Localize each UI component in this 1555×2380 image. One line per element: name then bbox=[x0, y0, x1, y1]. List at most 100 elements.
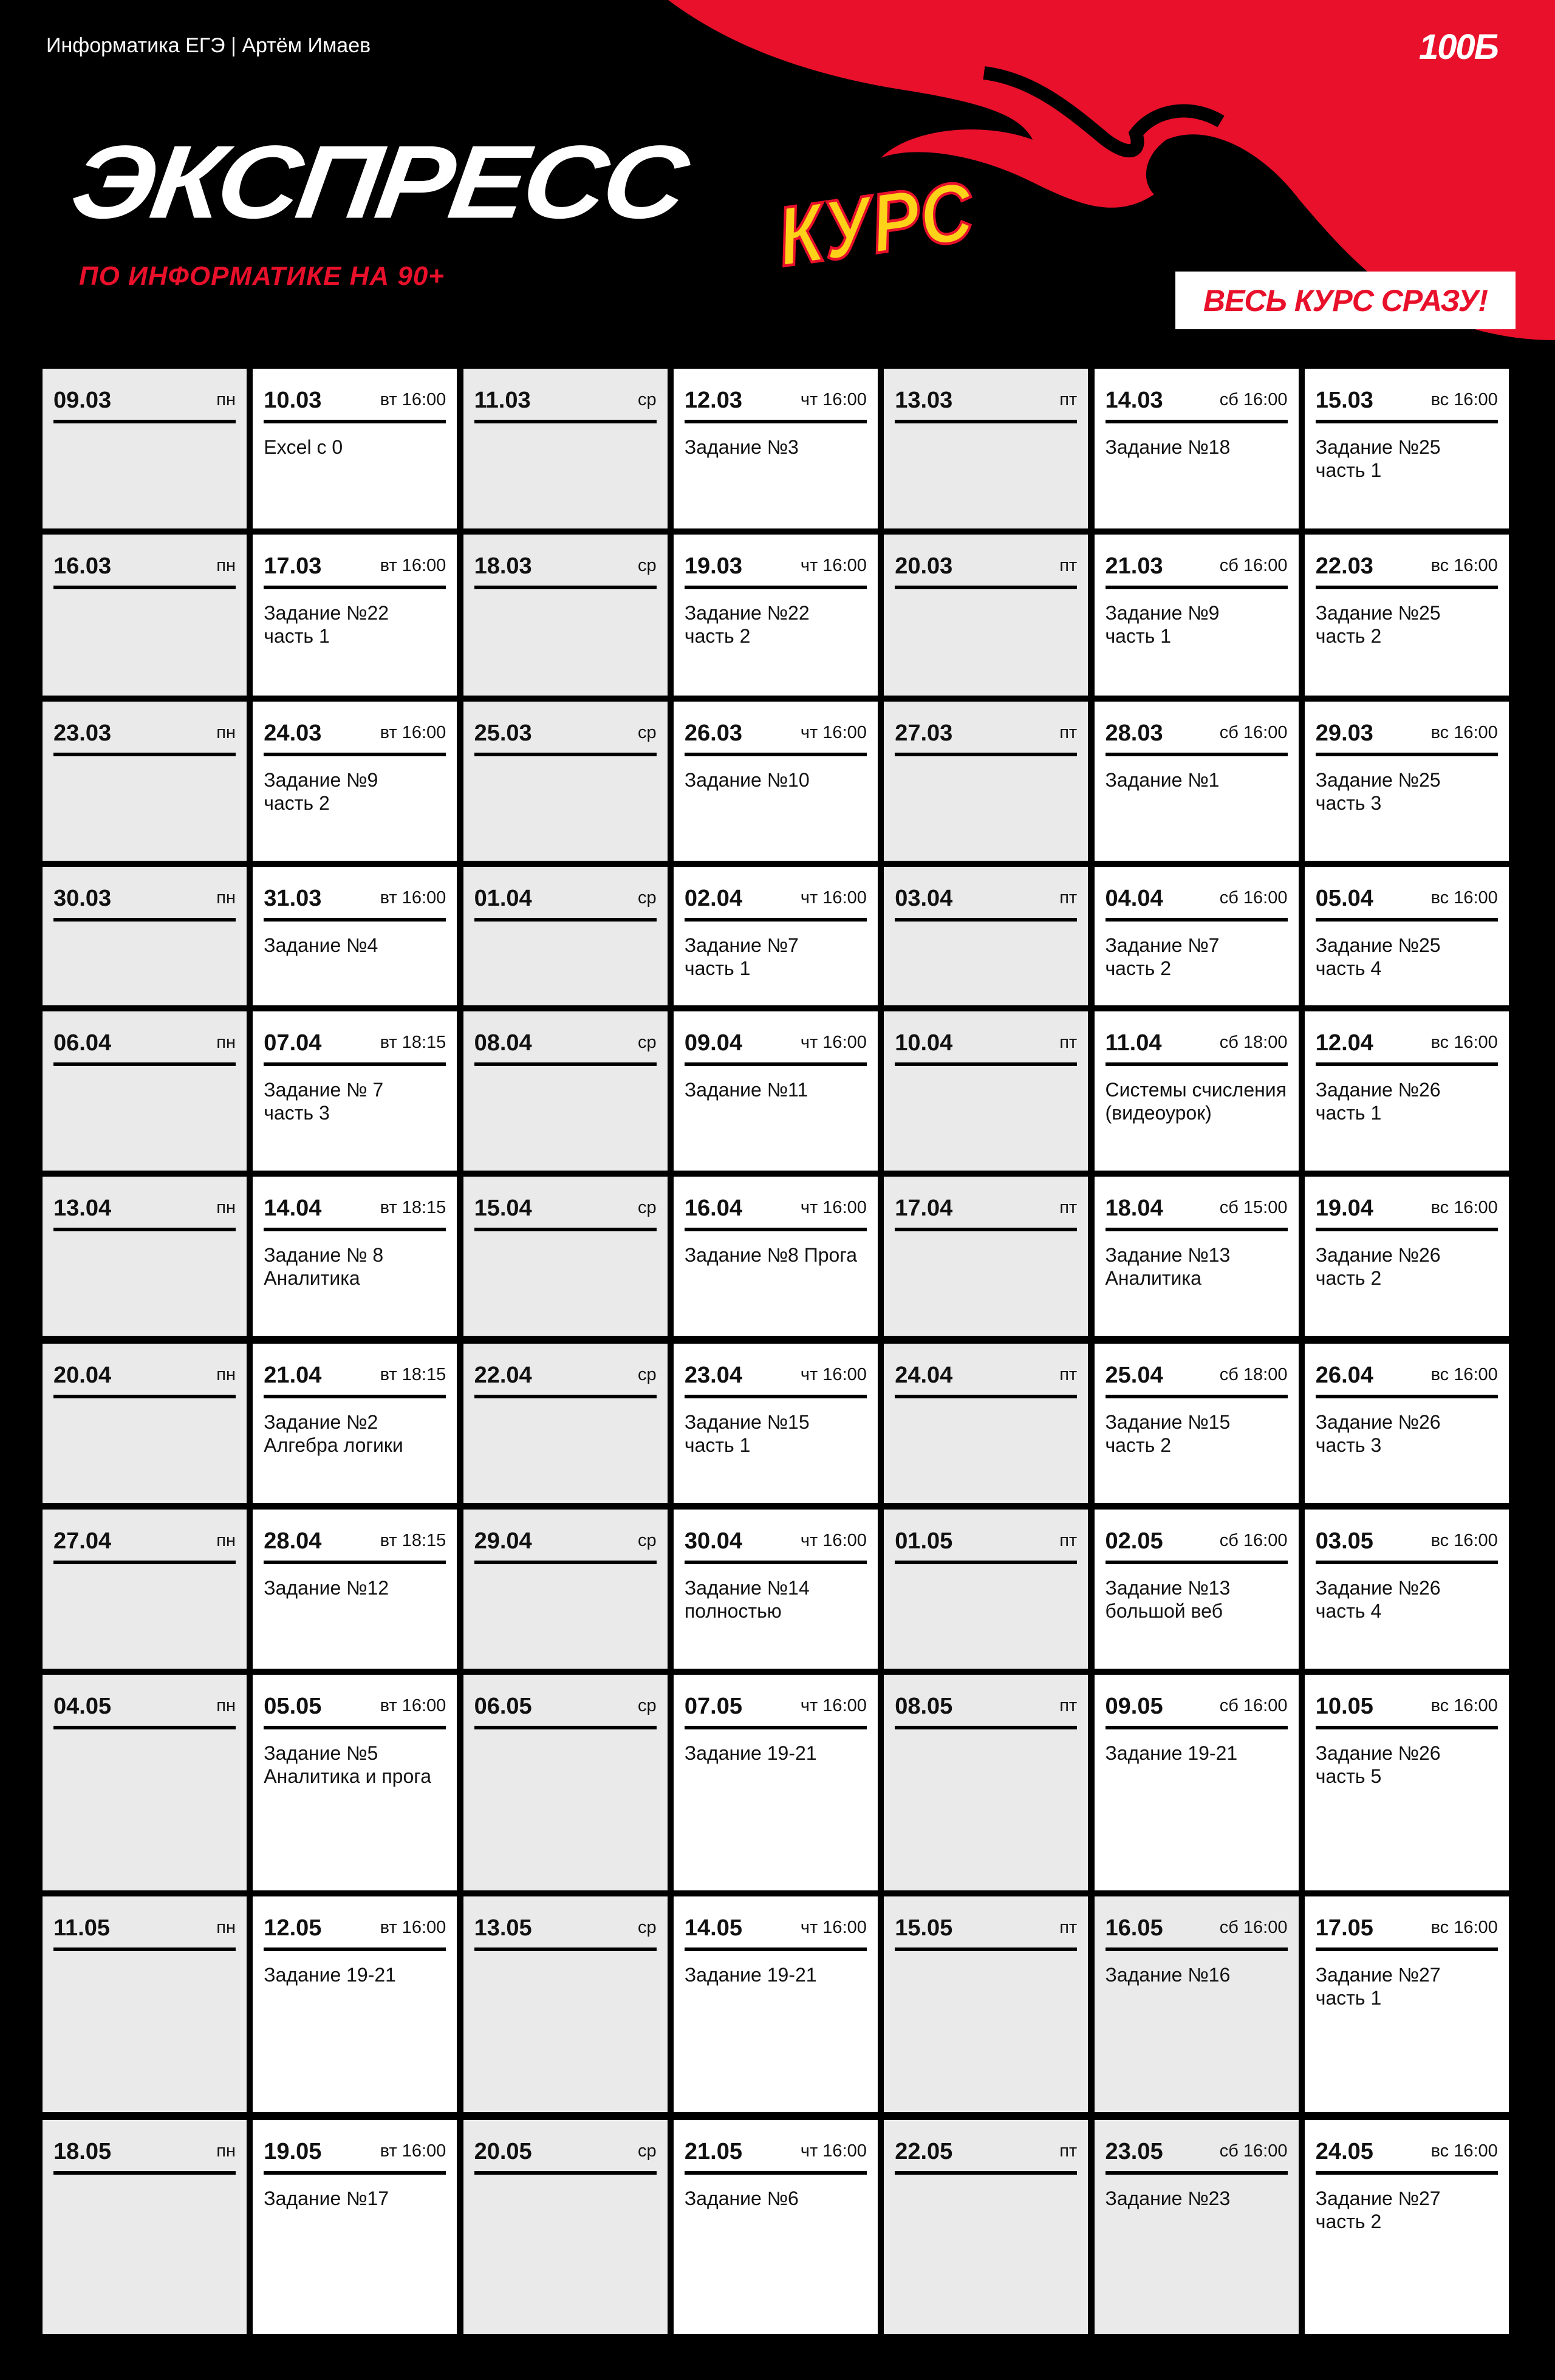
day-cell-header: 29.04 ср bbox=[474, 1523, 657, 1564]
day-weekday-time: вт 18:15 bbox=[380, 1365, 446, 1384]
day-cell-header: 13.05 ср bbox=[474, 1910, 657, 1951]
lesson-topic: Задание №7 часть 1 bbox=[684, 934, 799, 979]
day-date: 09.05 bbox=[1105, 1694, 1163, 1719]
day-weekday-time: пт bbox=[1059, 2141, 1078, 2161]
day-weekday-time: пт bbox=[1059, 1198, 1078, 1217]
day-weekday-time: чт 16:00 bbox=[800, 556, 867, 575]
day-cell: 29.04 ср bbox=[463, 1510, 668, 1669]
day-date: 20.04 bbox=[53, 1363, 112, 1388]
day-date: 20.05 bbox=[474, 2139, 532, 2164]
day-cell-header: 09.04 чт 16:00 bbox=[684, 1025, 867, 1066]
day-date: 17.04 bbox=[895, 1195, 953, 1221]
lesson-topic: Задание №25 часть 2 bbox=[1315, 602, 1441, 647]
day-cell-header: 17.05 вс 16:00 bbox=[1315, 1910, 1498, 1951]
day-weekday-time: пт bbox=[1059, 556, 1078, 575]
lesson-topic: Задание №23 bbox=[1105, 2187, 1231, 2209]
day-weekday-time: вс 16:00 bbox=[1430, 1531, 1498, 1550]
day-weekday-time: вс 16:00 bbox=[1430, 390, 1498, 409]
lesson-topic: Задание №9 часть 1 bbox=[1105, 602, 1220, 647]
author-line: Информатика ЕГЭ | Артём Имаев bbox=[46, 34, 371, 57]
day-date: 03.04 bbox=[895, 886, 953, 911]
day-cell-header: 10.04 пт bbox=[895, 1025, 1078, 1066]
day-cell: 15.05 пт bbox=[884, 1896, 1088, 2112]
day-date: 14.05 bbox=[684, 1915, 742, 1941]
day-cell: 14.05 чт 16:00 Задание 19-21 bbox=[673, 1896, 878, 2112]
day-cell-header: 29.03 вс 16:00 bbox=[1315, 715, 1498, 756]
day-date: 10.04 bbox=[895, 1030, 953, 1056]
day-cell-header: 17.04 пт bbox=[895, 1190, 1078, 1231]
day-weekday-time: чт 16:00 bbox=[800, 390, 867, 409]
day-cell-header: 28.04 вт 18:15 bbox=[264, 1523, 446, 1564]
day-date: 18.05 bbox=[53, 2139, 112, 2164]
day-date: 16.03 bbox=[53, 553, 112, 579]
day-date: 23.03 bbox=[53, 720, 112, 746]
day-weekday-time: пт bbox=[1059, 1365, 1078, 1384]
day-date: 31.03 bbox=[264, 886, 322, 911]
day-cell: 28.04 вт 18:15 Задание №12 bbox=[253, 1510, 457, 1669]
day-date: 13.03 bbox=[895, 388, 953, 413]
day-weekday-time: пт bbox=[1059, 1918, 1078, 1937]
day-cell-header: 20.04 пн bbox=[53, 1357, 236, 1398]
lesson-topic: Задание 19-21 bbox=[1105, 1742, 1238, 1764]
day-cell-header: 06.04 пн bbox=[53, 1025, 236, 1066]
day-weekday-time: пн bbox=[216, 390, 236, 409]
day-date: 11.03 bbox=[474, 388, 531, 413]
lesson-topic: Задание №22 часть 2 bbox=[684, 602, 810, 647]
day-weekday-time: чт 16:00 bbox=[800, 1531, 867, 1550]
day-weekday-time: ср bbox=[637, 1033, 657, 1052]
day-cell: 03.05 вс 16:00 Задание №26 часть 4 bbox=[1304, 1510, 1509, 1669]
day-cell-header: 12.05 вт 16:00 bbox=[264, 1910, 446, 1951]
day-date: 15.05 bbox=[895, 1915, 953, 1941]
day-cell: 20.05 ср bbox=[463, 2120, 668, 2334]
day-date: 25.04 bbox=[1105, 1363, 1163, 1388]
day-date: 12.05 bbox=[264, 1915, 322, 1941]
full-course-button[interactable]: ВЕСЬ КУРС СРАЗУ! bbox=[1175, 272, 1516, 329]
day-date: 23.05 bbox=[1105, 2139, 1163, 2164]
day-cell-header: 25.04 сб 18:00 bbox=[1105, 1357, 1288, 1398]
day-cell: 13.03 пт bbox=[884, 369, 1088, 528]
day-weekday-time: пн bbox=[216, 556, 236, 575]
day-cell-header: 05.04 вс 16:00 bbox=[1315, 880, 1498, 922]
day-cell: 24.05 вс 16:00 Задание №27 часть 2 bbox=[1304, 2120, 1509, 2334]
day-date: 15.03 bbox=[1315, 388, 1373, 413]
lesson-topic: Задание № 8 Аналитика bbox=[264, 1244, 384, 1289]
day-cell: 07.04 вт 18:15 Задание № 7 часть 3 bbox=[253, 1011, 457, 1171]
day-cell: 02.04 чт 16:00 Задание №7 часть 1 bbox=[673, 867, 878, 1005]
day-cell-header: 19.05 вт 16:00 bbox=[264, 2133, 446, 2175]
day-date: 17.05 bbox=[1315, 1915, 1373, 1941]
day-date: 19.05 bbox=[264, 2139, 322, 2164]
lesson-topic: Задание №26 часть 2 bbox=[1315, 1244, 1441, 1289]
day-cell: 08.04 ср bbox=[463, 1011, 668, 1171]
day-cell: 05.04 вс 16:00 Задание №25 часть 4 bbox=[1304, 867, 1509, 1005]
day-weekday-time: вт 16:00 bbox=[380, 390, 446, 409]
day-weekday-time: пн bbox=[216, 723, 236, 742]
lesson-topic: Задание №13 Аналитика bbox=[1105, 1244, 1231, 1289]
day-weekday-time: сб 18:00 bbox=[1219, 1033, 1288, 1052]
lesson-topic: Задание 19-21 bbox=[264, 1964, 396, 1986]
day-weekday-time: вс 16:00 bbox=[1430, 2141, 1498, 2161]
day-date: 02.05 bbox=[1105, 1528, 1163, 1554]
day-date: 05.05 bbox=[264, 1694, 322, 1719]
day-weekday-time: пн bbox=[216, 1531, 236, 1550]
day-cell: 26.03 чт 16:00 Задание №10 bbox=[673, 702, 878, 861]
day-cell: 03.04 пт bbox=[884, 867, 1088, 1005]
day-date: 24.03 bbox=[264, 720, 322, 746]
day-cell: 05.05 вт 16:00 Задание №5 Аналитика и прог… bbox=[253, 1675, 457, 1890]
day-date: 08.05 bbox=[895, 1694, 953, 1719]
day-date: 12.04 bbox=[1315, 1030, 1373, 1056]
lesson-topic: Задание №26 часть 1 bbox=[1315, 1079, 1441, 1124]
day-weekday-time: ср bbox=[637, 2141, 657, 2161]
day-date: 13.04 bbox=[53, 1195, 112, 1221]
day-cell: 18.04 сб 15:00 Задание №13 Аналитика bbox=[1094, 1177, 1299, 1336]
day-weekday-time: вт 16:00 bbox=[380, 723, 446, 742]
day-cell-header: 23.04 чт 16:00 bbox=[684, 1357, 867, 1398]
lesson-topic: Задание №25 часть 1 bbox=[1315, 436, 1441, 481]
day-weekday-time: сб 16:00 bbox=[1219, 1696, 1288, 1715]
day-cell-header: 13.03 пт bbox=[895, 382, 1078, 423]
day-weekday-time: ср bbox=[637, 888, 657, 908]
day-weekday-time: сб 15:00 bbox=[1219, 1198, 1288, 1217]
lesson-topic: Задание №16 bbox=[1105, 1964, 1231, 1986]
day-cell-header: 22.04 ср bbox=[474, 1357, 657, 1398]
day-date: 06.05 bbox=[474, 1694, 532, 1719]
day-date: 14.03 bbox=[1105, 388, 1163, 413]
